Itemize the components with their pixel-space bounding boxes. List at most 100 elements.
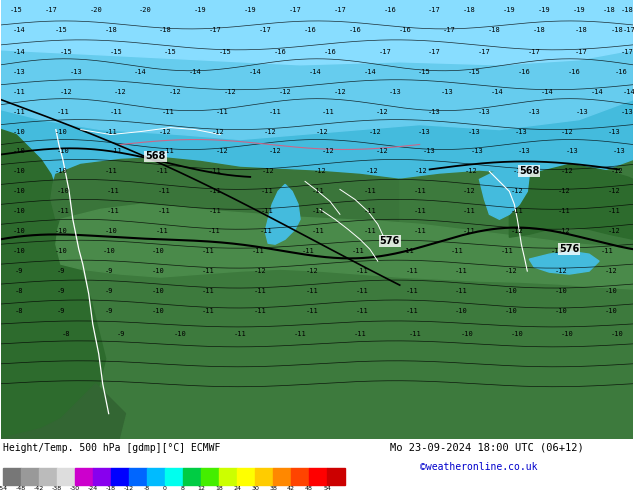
Text: -11: -11 (408, 331, 421, 337)
Text: -10: -10 (174, 331, 187, 337)
Bar (327, 468, 345, 485)
Text: -12: -12 (611, 169, 623, 174)
Text: -12: -12 (279, 89, 292, 95)
Text: -12: -12 (333, 89, 346, 95)
Text: -24: -24 (88, 486, 98, 490)
Text: -12: -12 (415, 169, 428, 174)
Text: -11: -11 (156, 169, 169, 174)
Text: -10: -10 (505, 288, 518, 294)
Text: -11: -11 (107, 208, 119, 214)
Text: -11: -11 (363, 228, 376, 234)
Text: -10: -10 (13, 248, 25, 254)
Text: -14: -14 (134, 69, 147, 75)
Text: -19: -19 (503, 7, 515, 13)
Text: -14: -14 (591, 89, 604, 95)
Text: -11: -11 (356, 308, 368, 314)
Text: -20: -20 (89, 7, 102, 13)
Text: -11: -11 (13, 89, 25, 95)
Text: -8: -8 (15, 308, 23, 314)
Text: -10: -10 (13, 228, 25, 234)
Text: -15: -15 (60, 49, 72, 55)
Polygon shape (509, 165, 633, 239)
Text: -17: -17 (575, 49, 588, 55)
Polygon shape (479, 165, 529, 220)
Text: -13: -13 (528, 109, 541, 115)
Polygon shape (399, 172, 633, 259)
Text: -10: -10 (13, 169, 25, 174)
Text: -11: -11 (254, 308, 266, 314)
Polygon shape (1, 0, 633, 65)
Text: -15: -15 (468, 69, 481, 75)
Text: -16: -16 (323, 49, 336, 55)
Text: -15: -15 (10, 7, 22, 13)
Bar (255, 468, 273, 485)
Text: -11: -11 (13, 109, 25, 115)
Text: ©weatheronline.co.uk: ©weatheronline.co.uk (420, 462, 538, 472)
Text: -10: -10 (605, 288, 618, 294)
Text: -18: -18 (575, 27, 588, 33)
Text: -12: -12 (463, 188, 476, 195)
Text: -15: -15 (164, 49, 177, 55)
Text: -11: -11 (208, 228, 221, 234)
Text: -10: -10 (13, 188, 25, 195)
Text: -11: -11 (306, 308, 318, 314)
Text: -12: -12 (306, 268, 318, 274)
Text: -12: -12 (511, 228, 524, 234)
Bar (219, 468, 237, 485)
Text: -11: -11 (321, 109, 334, 115)
Text: -9: -9 (117, 331, 125, 337)
Polygon shape (1, 384, 131, 439)
Text: -13: -13 (478, 109, 491, 115)
Text: -11: -11 (158, 188, 171, 195)
Text: -9: -9 (15, 268, 23, 274)
Text: -16: -16 (398, 27, 411, 33)
Text: -12: -12 (269, 148, 281, 154)
Text: -11: -11 (156, 228, 169, 234)
Text: -11: -11 (109, 109, 122, 115)
Text: -8: -8 (61, 331, 70, 337)
Text: -12: -12 (607, 188, 621, 195)
Text: -13: -13 (576, 109, 588, 115)
Text: -11: -11 (501, 248, 514, 254)
Text: 576: 576 (559, 244, 579, 254)
Text: -11: -11 (511, 208, 524, 214)
Text: -9: -9 (105, 268, 113, 274)
Text: -17: -17 (288, 7, 301, 13)
Text: -38: -38 (52, 486, 62, 490)
Text: -10: -10 (461, 331, 474, 337)
Polygon shape (56, 204, 633, 289)
Text: -10: -10 (511, 331, 524, 337)
Text: -12: -12 (561, 169, 574, 174)
Text: -16: -16 (614, 69, 628, 75)
Text: -13: -13 (566, 148, 579, 154)
Text: Mo 23-09-2024 18:00 UTC (06+12): Mo 23-09-2024 18:00 UTC (06+12) (390, 442, 584, 452)
Text: -18: -18 (621, 7, 633, 13)
Text: -15: -15 (55, 27, 67, 33)
Text: -11: -11 (413, 208, 426, 214)
Text: -14: -14 (491, 89, 504, 95)
Text: -11: -11 (105, 128, 117, 135)
Text: -11: -11 (209, 188, 222, 195)
Text: -11: -11 (254, 288, 266, 294)
Text: -10: -10 (152, 248, 165, 254)
Text: -17: -17 (621, 49, 633, 55)
Text: -18: -18 (159, 27, 172, 33)
Text: -11: -11 (405, 308, 418, 314)
Text: -18: -18 (533, 27, 546, 33)
Text: -12: -12 (262, 169, 275, 174)
Text: -14: -14 (249, 69, 262, 75)
Text: -11: -11 (413, 188, 426, 195)
Text: 54: 54 (323, 486, 331, 490)
Text: -12: -12 (159, 128, 172, 135)
Text: 0: 0 (163, 486, 167, 490)
Text: -12: -12 (316, 128, 328, 135)
Text: -12: -12 (224, 89, 236, 95)
Text: -11: -11 (401, 248, 414, 254)
Text: -48: -48 (16, 486, 26, 490)
Bar (309, 468, 327, 485)
Text: -17: -17 (44, 7, 57, 13)
Bar (201, 468, 219, 485)
Text: -11: -11 (107, 188, 119, 195)
Text: -20: -20 (139, 7, 152, 13)
Polygon shape (120, 384, 633, 439)
